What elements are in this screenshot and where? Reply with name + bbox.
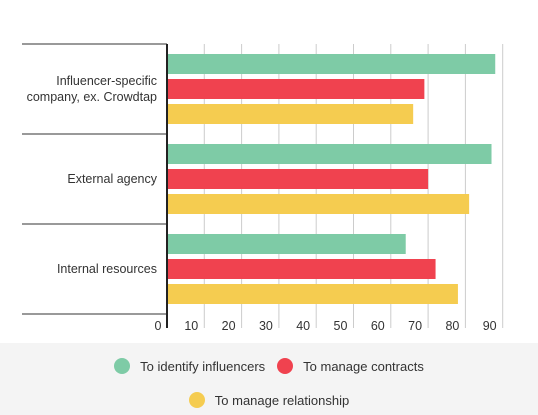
legend-row-2: To manage relationship [0,392,538,408]
category-label-0-1: company, ex. Crowdtap [27,90,157,104]
category-label-0-0: Influencer-specific [56,74,157,88]
bar-0-1 [167,79,425,99]
x-tick-label-70: 70 [408,319,422,333]
x-tick-label-0: 0 [155,319,162,333]
x-tick-label-30: 30 [259,319,273,333]
legend-item-contracts: To manage contracts [277,358,424,374]
category-label-2-0: Internal resources [57,262,157,276]
bar-1-2 [167,194,470,214]
x-tick-label-10: 10 [184,319,198,333]
legend-label-identify: To identify influencers [140,358,266,374]
bar-0-2 [167,104,414,124]
x-tick-label-60: 60 [371,319,385,333]
bar-2-0 [167,234,406,254]
legend-label-relationship: To manage relationship [214,392,350,408]
bar-0-0 [167,54,496,74]
x-tick-label-90: 90 [483,319,497,333]
x-tick-label-50: 50 [334,319,348,333]
legend-swatch-identify [114,358,131,374]
bar-1-0 [167,144,492,164]
bar-2-1 [167,259,436,279]
legend-row-1: To identify influencers To manage contra… [0,358,538,374]
x-tick-label-20: 20 [222,319,236,333]
legend-label-contracts: To manage contracts [303,358,424,374]
legend-swatch-contracts [277,358,294,374]
legend-item-relationship: To manage relationship [188,392,350,408]
legend-background [0,343,538,415]
bar-2-2 [167,284,458,304]
bar-1-1 [167,169,429,189]
x-tick-label-80: 80 [445,319,459,333]
x-tick-label-40: 40 [296,319,310,333]
legend-item-identify: To identify influencers [114,358,265,374]
legend-swatch-relationship [188,392,205,408]
category-label-1-0: External agency [67,172,157,186]
